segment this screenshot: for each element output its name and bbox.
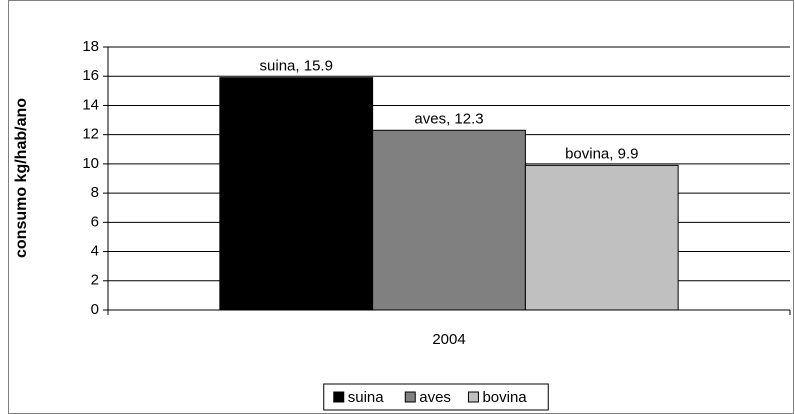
value-label: aves, 12.3 [414, 110, 483, 127]
y-tick-label: 14 [82, 96, 99, 113]
y-tick-label: 18 [82, 38, 99, 55]
bar [372, 129, 526, 311]
legend-label: aves [419, 389, 451, 406]
legend-swatch [404, 391, 416, 403]
bar [219, 77, 374, 311]
y-tick-label: 4 [91, 243, 99, 260]
legend-swatch [467, 391, 479, 403]
y-tick-label: 0 [91, 301, 99, 318]
x-tick-label: 2004 [432, 331, 465, 348]
value-label: bovina, 9.9 [565, 145, 638, 162]
y-tick-label: 8 [91, 184, 99, 201]
y-axis-title: consumo kg/hab/ano [13, 98, 30, 258]
legend-box [323, 383, 549, 411]
value-label: suina, 15.9 [260, 58, 333, 75]
legend-label: bovina [482, 389, 527, 406]
y-tick-label: 6 [91, 213, 99, 230]
legend-swatch [333, 391, 345, 403]
bar [524, 164, 679, 311]
legend-label: suina [348, 389, 385, 406]
y-tick-label: 12 [82, 126, 99, 143]
y-tick-label: 2 [91, 272, 99, 289]
y-tick-label: 10 [82, 155, 99, 172]
y-tick-label: 16 [82, 67, 99, 84]
